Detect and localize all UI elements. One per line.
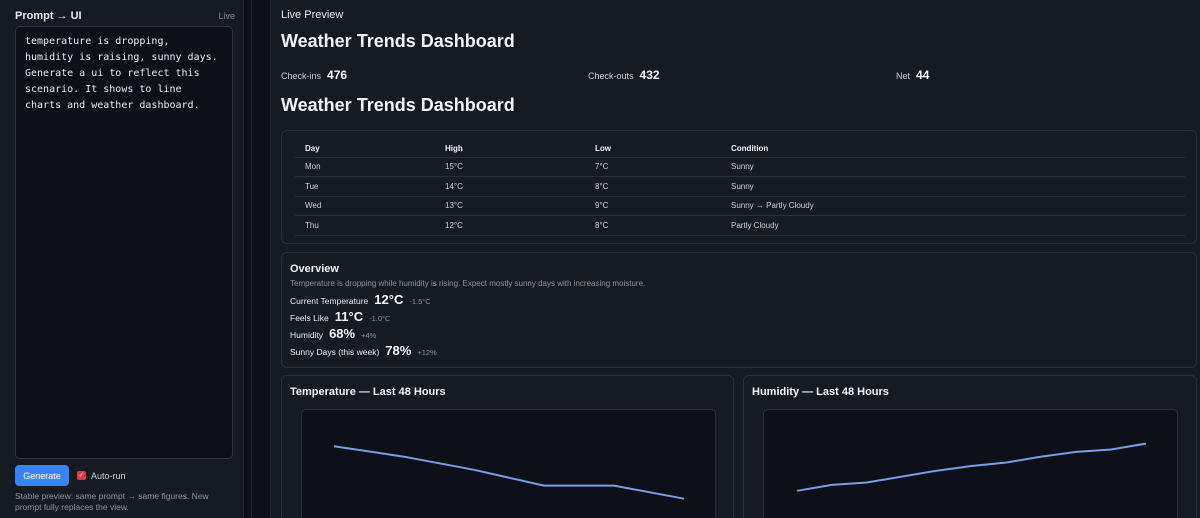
table-cell: 9°C xyxy=(585,196,721,216)
autorun-label: Auto-run xyxy=(91,470,126,481)
metric-sunny-days: Sunny Days (this week) 78% +12% xyxy=(290,343,437,358)
metric-label: Humidity xyxy=(290,330,324,340)
table-cell: Partly Cloudy xyxy=(721,215,1185,236)
dashboard-subtitle: Weather Trends Dashboard xyxy=(281,95,515,115)
overview-card: Overview Temperature is dropping while h… xyxy=(281,252,1197,368)
table-cell: Sunny → Partly Cloudy xyxy=(721,196,1185,216)
table-cell: 13°C xyxy=(435,196,585,216)
column-header: High xyxy=(435,140,585,158)
metric-value: 68% xyxy=(329,326,356,341)
metric-delta: -1.0°C xyxy=(369,314,391,323)
chart-title: Temperature — Last 48 Hours xyxy=(290,386,446,398)
metric-delta: +4% xyxy=(361,331,377,340)
temperature-line-chart xyxy=(333,445,685,500)
panel-title: Prompt → UI xyxy=(15,10,82,22)
table-row: Tue 14°C 8°C Sunny xyxy=(295,176,1185,197)
table-cell: Mon xyxy=(295,157,435,177)
stat-label: Net xyxy=(896,71,911,81)
column-header: Low xyxy=(585,140,721,158)
metric-value: 11°C xyxy=(334,309,364,324)
stat-label: Check-ins xyxy=(281,71,322,81)
prompt-controls: Generate ✓ Auto-run xyxy=(15,465,126,486)
humidity-chart-card: Humidity — Last 48 Hours xyxy=(743,375,1197,518)
humidity-line xyxy=(796,442,1147,492)
metric-delta: +12% xyxy=(417,348,437,357)
generate-button[interactable]: Generate xyxy=(15,465,69,486)
table-cell: Thu xyxy=(295,215,435,236)
metric-current-temperature: Current Temperature 12°C -1.5°C xyxy=(290,292,431,307)
temperature-chart-card: Temperature — Last 48 Hours xyxy=(281,375,734,518)
table-cell: Wed xyxy=(295,196,435,216)
panel-divider[interactable] xyxy=(251,0,252,518)
table-cell: Sunny xyxy=(721,176,1185,197)
metric-value: 12°C xyxy=(374,292,404,307)
metric-label: Sunny Days (this week) xyxy=(290,347,380,357)
table-header-row: Day High Low Condition xyxy=(295,140,1185,158)
temperature-line xyxy=(333,445,685,500)
prompt-panel-header: Prompt → UI Live xyxy=(15,9,235,23)
metric-label: Feels Like xyxy=(290,313,329,323)
overview-title: Overview xyxy=(290,263,339,275)
stat-label: Check-outs xyxy=(588,71,634,81)
column-header: Condition xyxy=(721,140,1185,158)
temperature-chart xyxy=(301,409,716,518)
stat-value: 476 xyxy=(327,68,348,82)
prompt-textarea[interactable]: temperature is dropping, humidity is rai… xyxy=(15,26,233,459)
live-badge: Live xyxy=(218,11,235,21)
table-cell: Sunny xyxy=(721,157,1185,177)
table-cell: 14°C xyxy=(435,176,585,197)
forecast-table-card: Day High Low Condition Mon 15°C 7°C Sunn… xyxy=(281,130,1197,244)
humidity-chart xyxy=(763,409,1178,518)
stat-value: 44 xyxy=(916,68,930,82)
metric-feels-like: Feels Like 11°C -1.0°C xyxy=(290,309,390,324)
humidity-line-chart xyxy=(796,442,1147,492)
overview-description: Temperature is dropping while humidity i… xyxy=(290,279,646,288)
preview-header: Live Preview xyxy=(281,9,344,21)
table-row: Mon 15°C 7°C Sunny xyxy=(295,157,1185,177)
autorun-checkbox[interactable]: ✓ xyxy=(77,471,86,480)
prompt-panel: Prompt → UI Live temperature is dropping… xyxy=(0,0,244,518)
column-header: Day xyxy=(295,140,435,158)
table-cell: Tue xyxy=(295,176,435,197)
metric-delta: -1.5°C xyxy=(409,297,431,306)
stat-net: Net 44 xyxy=(896,68,929,82)
table-cell: 8°C xyxy=(585,176,721,197)
table-row: Wed 13°C 9°C Sunny → Partly Cloudy xyxy=(295,196,1185,216)
stable-note: Stable preview: same prompt → same figur… xyxy=(15,491,209,512)
preview-panel: Live Preview Weather Trends Dashboard Ch… xyxy=(270,0,1200,518)
metric-label: Current Temperature xyxy=(290,296,369,306)
forecast-table: Day High Low Condition Mon 15°C 7°C Sunn… xyxy=(295,140,1185,236)
dashboard-title: Weather Trends Dashboard xyxy=(281,31,515,51)
stat-value: 432 xyxy=(639,68,660,82)
metric-value: 78% xyxy=(385,343,412,358)
table-cell: 7°C xyxy=(585,157,721,177)
stat-check-outs: Check-outs 432 xyxy=(588,68,660,82)
table-cell: 8°C xyxy=(585,215,721,236)
stat-check-ins: Check-ins 476 xyxy=(281,68,347,82)
chart-title: Humidity — Last 48 Hours xyxy=(752,386,889,398)
table-row: Thu 12°C 8°C Partly Cloudy xyxy=(295,215,1185,236)
table-cell: 15°C xyxy=(435,157,585,177)
metric-humidity: Humidity 68% +4% xyxy=(290,326,376,341)
table-cell: 12°C xyxy=(435,215,585,236)
checkmark-icon: ✓ xyxy=(78,472,85,479)
